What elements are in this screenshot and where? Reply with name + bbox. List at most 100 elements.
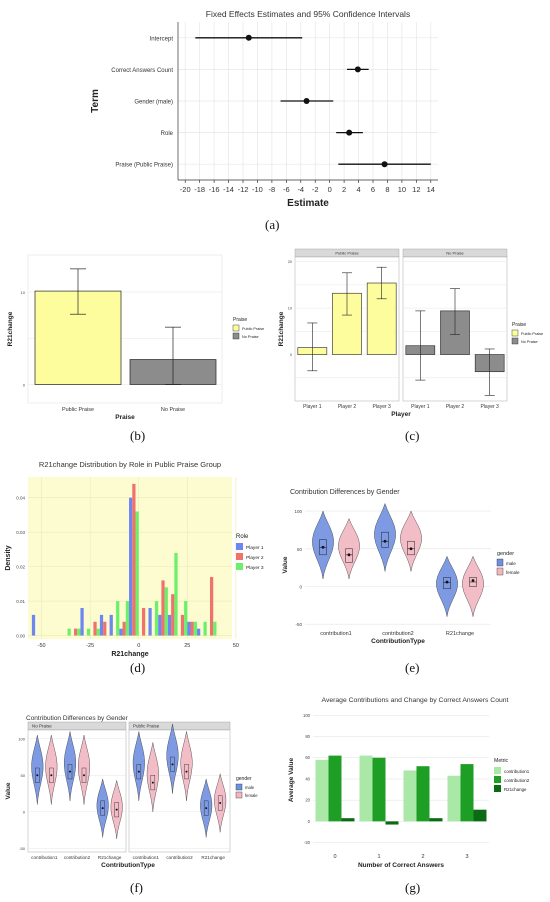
legend-label: Public Praise	[242, 327, 264, 331]
histogram-bar	[119, 628, 123, 636]
violin-shape	[31, 735, 44, 805]
histogram-bar	[184, 601, 188, 636]
x-tick-label: -16	[209, 185, 220, 194]
box	[150, 775, 156, 791]
violin-shape	[166, 724, 179, 794]
mean-point	[171, 763, 174, 766]
box	[381, 531, 389, 548]
caption-g: (g)	[405, 880, 421, 895]
box	[100, 800, 105, 816]
y-tick-label: 100	[18, 736, 25, 741]
y-axis-title: Value	[5, 782, 12, 799]
caption-a: (a)	[265, 217, 280, 232]
legend-title: Praise	[512, 322, 526, 328]
bar	[359, 755, 373, 822]
x-tick-label: Player 1	[411, 404, 430, 410]
histogram-bar	[135, 511, 139, 636]
y-tick-label: 100	[294, 509, 302, 514]
violin-shape	[374, 502, 396, 572]
y-tick-label: 10	[288, 307, 292, 311]
x-tick-label: 50	[233, 643, 239, 649]
x-tick-label: 12	[412, 185, 420, 194]
chart-title: R21change Distribution by Role in Public…	[39, 460, 221, 469]
histogram-bar	[141, 607, 146, 636]
estimate-point	[303, 98, 310, 104]
bar	[447, 775, 461, 822]
legend-label: female	[506, 570, 520, 575]
term-label: Gender (male)	[134, 100, 173, 106]
chart-title: Average Contributions and Change by Corr…	[322, 697, 509, 704]
x-tick-label: contribution2	[64, 855, 91, 860]
facet-label: Public Praise	[335, 251, 359, 256]
bar	[460, 764, 474, 822]
box	[114, 802, 119, 818]
plot-panel	[305, 502, 491, 628]
x-tick-label: contribution1	[320, 631, 352, 637]
histogram-bar	[67, 628, 71, 636]
box	[184, 764, 189, 780]
box	[170, 756, 175, 772]
bar	[416, 766, 430, 822]
legend-swatch	[494, 767, 501, 774]
y-axis-title: R21change	[278, 311, 285, 346]
histogram-bar	[129, 497, 133, 636]
histogram-bar	[171, 594, 175, 636]
histogram-bar	[213, 621, 217, 636]
legend-label: female	[245, 793, 258, 798]
y-tick-label: 20	[305, 798, 310, 803]
chart-title: Contribution Differences by Gender	[290, 489, 400, 496]
x-tick-label: 2	[421, 854, 424, 860]
legend-swatch	[236, 543, 243, 550]
x-tick-label: -50	[38, 643, 46, 649]
bar	[429, 818, 443, 822]
x-tick-label: Public Praise	[62, 407, 94, 413]
y-tick-label: 40	[305, 776, 310, 781]
x-tick-label: No Praise	[161, 407, 185, 413]
x-tick-label: Player 2	[446, 404, 465, 410]
x-tick-label: 6	[371, 185, 375, 194]
legend-label: male	[506, 561, 516, 566]
chart-title: Contribution Differences by Gender	[26, 715, 129, 722]
chart-c-player-bars: Public Praise Player 1 Player 2 Player 3 No …	[278, 248, 543, 418]
box	[407, 540, 415, 556]
x-tick-label: 4	[356, 185, 360, 194]
y-tick-label: 0	[290, 353, 292, 357]
facet-label: No Praise	[32, 724, 52, 729]
histogram-bar	[187, 621, 191, 636]
x-tick-label: -12	[238, 185, 249, 194]
x-tick-label: Player 1	[303, 404, 322, 410]
violin-shape	[146, 742, 159, 812]
bar	[473, 809, 487, 822]
box	[136, 764, 142, 780]
caption-c: (c)	[405, 428, 420, 443]
legend-swatch	[494, 785, 501, 792]
x-axis-title: ContributionType	[371, 638, 425, 645]
x-axis-title: Praise	[115, 414, 135, 421]
legend-title: gender	[497, 551, 514, 557]
histogram-bar	[116, 601, 120, 636]
mean-point	[151, 781, 154, 784]
legend-label: contribution2	[504, 778, 530, 783]
histogram-bar	[167, 614, 172, 636]
box	[67, 764, 73, 780]
x-tick-label: R21change	[98, 855, 122, 860]
legend-label: R21change	[504, 787, 527, 792]
estimate-point	[381, 161, 388, 168]
legend-label: Public Praise	[521, 332, 543, 336]
x-tick-label: 3	[465, 854, 468, 860]
x-tick-label: Player 3	[372, 404, 391, 410]
x-tick-label: 1	[377, 854, 380, 860]
histogram-bar	[154, 601, 159, 636]
mean-point	[101, 807, 104, 810]
legend-label: Player 1	[246, 545, 264, 551]
histogram-bar	[103, 621, 107, 636]
mean-point	[321, 545, 325, 549]
histogram-bar	[93, 621, 97, 636]
legend-swatch	[496, 567, 504, 576]
legend-swatch	[496, 558, 504, 567]
violin-shape	[45, 735, 58, 805]
legend-swatch	[236, 563, 243, 570]
facet-label: No Praise	[446, 251, 464, 256]
x-axis-title: ContributionType	[101, 862, 155, 869]
y-tick-label: 0	[299, 585, 302, 590]
